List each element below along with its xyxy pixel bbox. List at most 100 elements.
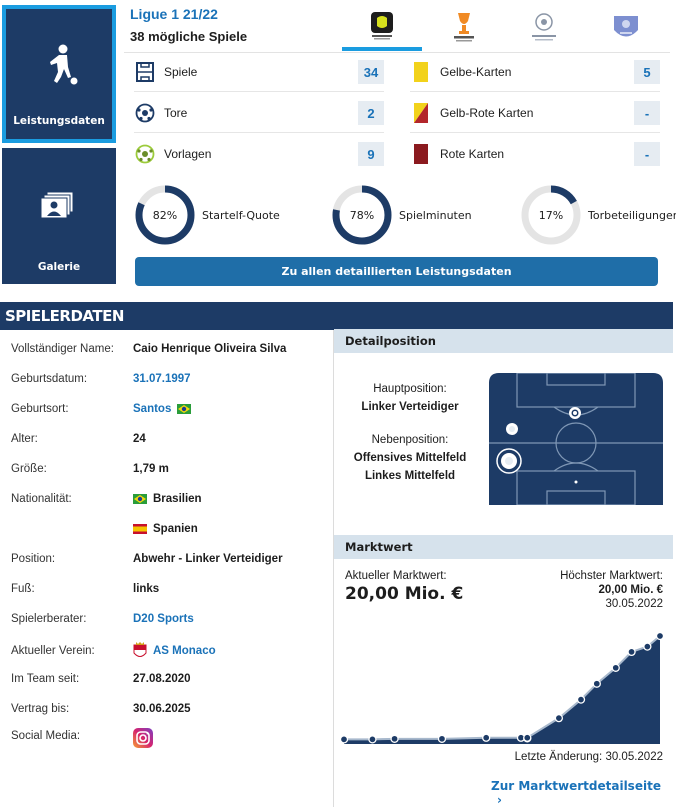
- divider: [134, 91, 384, 92]
- tab-champions-league[interactable]: [504, 5, 584, 51]
- stat-red-value[interactable]: -: [634, 142, 660, 166]
- market-value-point[interactable]: [554, 714, 564, 723]
- detail-position-header: Detailposition: [334, 329, 673, 353]
- current-value-key: Aktueller Marktwert:: [345, 570, 447, 582]
- market-value-link-text[interactable]: Zur Marktwertdetailseite: [491, 779, 661, 793]
- brazil-flag-icon: [177, 404, 192, 414]
- nationality-2[interactable]: Spanien: [133, 523, 198, 535]
- donut-percentage: 78%: [349, 208, 375, 222]
- market-value-chart[interactable]: [336, 630, 666, 750]
- nationality-1[interactable]: Brasilien: [133, 493, 202, 505]
- performance-tile[interactable]: Leistungsdaten: [2, 5, 116, 143]
- stat-yellow-cards[interactable]: Gelbe-Karten 5: [410, 55, 660, 89]
- assist-ball-icon: [134, 143, 156, 165]
- market-value-point[interactable]: [643, 642, 652, 651]
- donut-label: Torbeteiligungen: [588, 208, 676, 222]
- donut-fill: [135, 185, 195, 245]
- spain-flag-icon: [133, 524, 147, 534]
- stat-assists-label: Vorlagen: [164, 147, 212, 161]
- pd-value: Abwehr - Linker Verteidiger: [133, 553, 283, 565]
- pd-key: Geburtsdatum:: [11, 373, 88, 385]
- stat-yellow-red-value[interactable]: -: [634, 101, 660, 125]
- club-link[interactable]: AS Monaco: [133, 642, 216, 660]
- dob-link[interactable]: 31.07.1997: [133, 373, 191, 385]
- max-value: 20,00 Mio. €: [598, 584, 663, 596]
- stat-games-value[interactable]: 34: [358, 60, 384, 84]
- donut-ring: [521, 185, 581, 245]
- market-value-point[interactable]: [482, 733, 491, 742]
- stat-games[interactable]: Spiele 34: [134, 55, 384, 89]
- pd-value: links: [133, 583, 160, 595]
- donut-fill: [332, 185, 392, 245]
- donut-ring: [332, 185, 392, 245]
- stat-goals-label: Tore: [164, 106, 188, 120]
- main-position-value: Linker Verteidiger: [361, 401, 459, 413]
- donut-fill: [521, 185, 581, 245]
- divider: [134, 132, 384, 133]
- stat-red-cards[interactable]: Rote Karten -: [410, 137, 660, 171]
- tab-ligue1[interactable]: [342, 5, 422, 51]
- instagram-icon: [133, 728, 153, 748]
- market-value-point[interactable]: [339, 735, 349, 744]
- pd-key: Spielerberater:: [11, 613, 87, 625]
- europa-league-logo-icon: [454, 13, 474, 42]
- main-position-key: Hauptposition:: [373, 383, 447, 395]
- pd-value: 30.06.2025: [133, 703, 191, 715]
- ligue1-logo-icon: [371, 12, 393, 40]
- pd-key: Vertrag bis:: [11, 703, 70, 715]
- ball-icon: [134, 102, 156, 124]
- red-card-icon: [410, 143, 432, 165]
- nationality-2-text[interactable]: Spanien: [153, 523, 198, 535]
- donut-ring: [135, 185, 195, 245]
- last-change: Letzte Änderung: 30.05.2022: [514, 751, 663, 763]
- stat-yellow-red-cards[interactable]: Gelb-Rote Karten -: [410, 96, 660, 130]
- market-value-point[interactable]: [523, 733, 532, 742]
- market-value-point[interactable]: [576, 695, 586, 704]
- club-text[interactable]: AS Monaco: [153, 645, 216, 657]
- detailed-performance-button[interactable]: Zu allen detaillierten Leistungsdaten: [135, 257, 658, 286]
- stat-assists[interactable]: Vorlagen 9: [134, 137, 384, 171]
- tab-fff[interactable]: [586, 5, 666, 51]
- sub-position-value-2: Linkes Mittelfeld: [364, 470, 456, 482]
- stat-goals-value[interactable]: 2: [358, 101, 384, 125]
- pd-key: Position:: [11, 553, 56, 565]
- market-value-point[interactable]: [368, 735, 377, 744]
- pob-text[interactable]: Santos: [133, 403, 172, 415]
- max-value-key: Höchster Marktwert:: [560, 570, 663, 582]
- pd-value: 24: [133, 433, 146, 445]
- market-value-detail-link[interactable]: Zur Marktwertdetailseite ›: [491, 779, 676, 807]
- nationality-1-text[interactable]: Brasilien: [153, 493, 202, 505]
- current-value: 20,00 Mio. €: [345, 584, 464, 604]
- sub-position-value-1: Offensives Mittelfeld: [353, 452, 467, 464]
- market-value-point[interactable]: [437, 734, 447, 743]
- stat-goals[interactable]: Tore 2: [134, 96, 384, 130]
- pd-key: Fuß:: [11, 583, 35, 595]
- pd-value: 27.08.2020: [133, 673, 191, 685]
- market-value-point[interactable]: [611, 663, 620, 672]
- stat-yellow-label: Gelbe-Karten: [440, 65, 512, 79]
- competition-title[interactable]: Ligue 1 21/22: [130, 6, 218, 22]
- divider: [410, 132, 660, 133]
- yellow-red-card-icon: [410, 102, 432, 124]
- pd-value: 1,79 m: [133, 463, 169, 475]
- stat-yellow-value[interactable]: 5: [634, 60, 660, 84]
- stat-assists-value[interactable]: 9: [358, 142, 384, 166]
- pd-key: Im Team seit:: [11, 673, 80, 685]
- donut-minutes: 78% Spielminuten: [331, 184, 472, 246]
- monaco-crest-icon: [133, 642, 147, 657]
- instagram-link[interactable]: [133, 728, 153, 748]
- market-value-point[interactable]: [390, 734, 399, 743]
- position-pitch: [489, 373, 663, 505]
- competition-subtitle: 38 mögliche Spiele: [130, 29, 248, 44]
- agent-link[interactable]: D20 Sports: [133, 613, 194, 625]
- pob-link[interactable]: Santos: [133, 403, 192, 415]
- donut-label: Spielminuten: [399, 208, 472, 222]
- donut-label: Startelf-Quote: [202, 208, 280, 222]
- gallery-tile[interactable]: Galerie: [2, 148, 116, 284]
- pd-value: Caio Henrique Oliveira Silva: [133, 343, 287, 355]
- market-value-point[interactable]: [592, 679, 601, 688]
- tab-europa-league[interactable]: [424, 5, 504, 51]
- stat-red-label: Rote Karten: [440, 147, 505, 161]
- market-value-point[interactable]: [655, 631, 665, 641]
- market-value-point[interactable]: [627, 647, 636, 657]
